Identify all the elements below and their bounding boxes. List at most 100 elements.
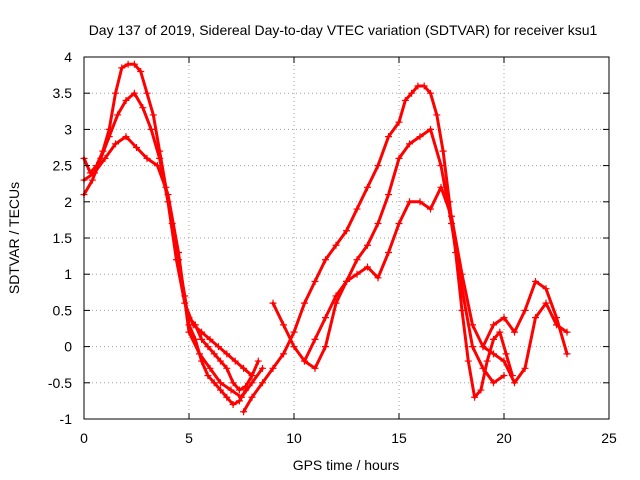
x-axis-label: GPS time / hours	[293, 457, 400, 473]
data-point	[542, 299, 550, 307]
data-point	[242, 382, 250, 390]
data-point	[343, 277, 350, 285]
data-point	[223, 350, 231, 358]
chart-title: Day 137 of 2019, Sidereal Day-to-day VTE…	[89, 22, 598, 38]
data-point	[439, 147, 447, 155]
data-point	[563, 350, 571, 358]
series-6	[301, 183, 571, 387]
data-point	[469, 321, 476, 329]
data-point	[204, 343, 212, 351]
x-tick-label: 15	[391, 430, 407, 446]
y-tick-label: -0.5	[48, 375, 72, 391]
data-point	[483, 357, 491, 365]
data-point	[210, 350, 218, 358]
plot-area	[80, 60, 571, 416]
data-point	[374, 162, 382, 170]
data-point	[238, 393, 245, 401]
data-point	[214, 343, 222, 351]
series-line	[82, 62, 248, 406]
data-point	[154, 162, 161, 170]
series-line	[187, 316, 260, 392]
data-point	[259, 364, 266, 372]
series-7	[185, 314, 262, 394]
series-line	[82, 135, 264, 399]
data-point	[105, 133, 113, 141]
data-point	[521, 364, 529, 372]
y-tick-label: 3.5	[53, 85, 73, 101]
data-point	[343, 227, 350, 235]
data-point	[437, 162, 445, 170]
data-point	[448, 212, 455, 220]
data-point	[206, 335, 214, 343]
data-point	[130, 89, 138, 97]
data-point	[147, 125, 155, 133]
data-point	[532, 277, 539, 285]
data-point	[235, 386, 243, 394]
data-point	[280, 321, 287, 329]
data-point	[353, 270, 361, 278]
y-tick-label: 1	[64, 266, 72, 282]
data-point	[374, 274, 382, 282]
data-point	[490, 335, 497, 343]
data-point	[229, 401, 237, 409]
y-tick-label: 4	[64, 49, 72, 65]
data-point	[427, 125, 434, 133]
plot-frame	[83, 56, 610, 420]
data-point	[139, 104, 147, 112]
data-point	[490, 379, 497, 387]
data-point	[229, 379, 237, 387]
data-point	[427, 205, 434, 213]
data-point	[364, 183, 371, 191]
data-point	[420, 82, 428, 90]
data-point	[124, 60, 132, 68]
data-point	[322, 343, 329, 351]
y-tick-label: 0.5	[53, 302, 73, 318]
data-point	[490, 350, 497, 358]
series-line	[242, 84, 514, 414]
y-axis-label: SDTVAR / TECUs	[6, 182, 22, 294]
y-tick-label: 3	[64, 121, 72, 137]
data-point	[500, 357, 508, 365]
axis-ticks	[83, 56, 610, 420]
data-point	[385, 133, 392, 141]
data-point	[217, 386, 224, 394]
data-point	[458, 306, 466, 314]
x-tick-label: 10	[286, 430, 302, 446]
data-point	[416, 133, 424, 141]
data-point	[471, 393, 479, 401]
data-point	[511, 328, 518, 336]
data-point	[91, 169, 98, 177]
data-point	[553, 314, 560, 322]
series-5	[269, 125, 508, 387]
x-tick-label: 25	[601, 430, 617, 446]
data-point	[217, 379, 224, 387]
data-point	[374, 220, 382, 228]
data-point	[223, 364, 231, 372]
data-point	[479, 343, 487, 351]
data-point	[563, 328, 571, 336]
data-point	[217, 357, 224, 365]
data-point	[223, 393, 231, 401]
data-point	[511, 379, 518, 387]
data-point	[353, 256, 361, 264]
data-point	[364, 263, 371, 271]
data-point	[437, 183, 445, 191]
data-point	[353, 205, 361, 213]
data-point	[469, 343, 476, 351]
data-point	[458, 270, 466, 278]
data-point	[490, 321, 497, 329]
series-1	[80, 60, 250, 409]
data-point	[231, 357, 239, 365]
data-point	[143, 89, 151, 97]
y-tick-labels: -1 -0.5 0 0.5 1 1.5 2 2.5 3 3.5 4	[48, 49, 72, 427]
data-point	[401, 96, 409, 104]
data-point	[385, 248, 392, 256]
data-point	[269, 364, 277, 372]
data-point	[500, 314, 508, 322]
data-point	[500, 372, 508, 380]
data-point	[114, 111, 122, 119]
data-point	[269, 299, 277, 307]
data-point	[254, 357, 262, 365]
data-point	[542, 285, 550, 293]
series-line	[303, 185, 569, 385]
